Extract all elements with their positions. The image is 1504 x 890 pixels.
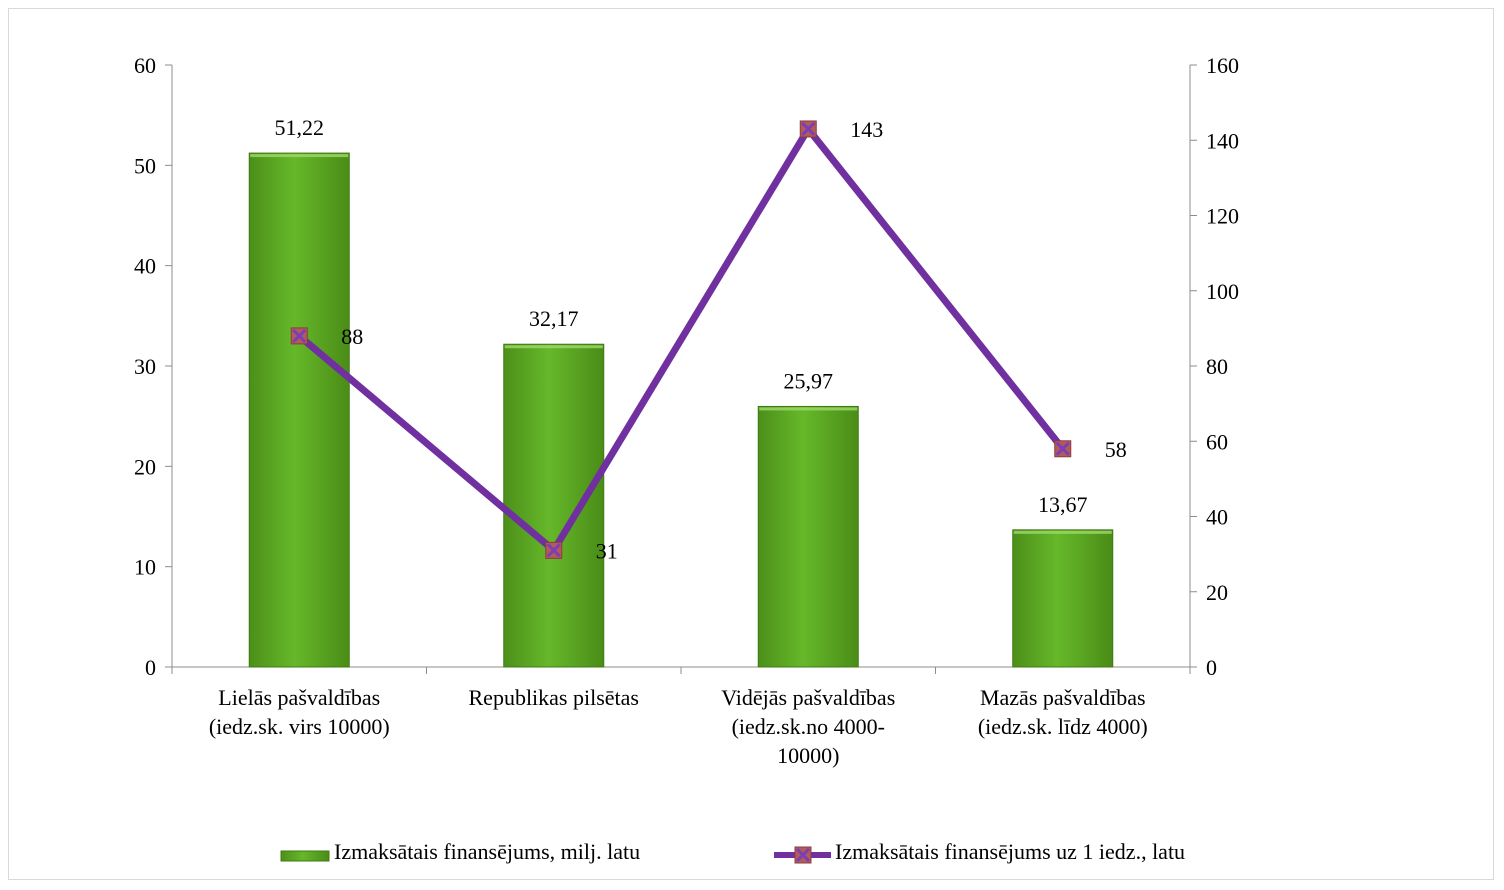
marker-cross [1055,441,1070,456]
y-left-tick-label: 0 [145,655,156,680]
legend-label-line: Izmaksātais finansējums uz 1 iedz., latu [835,839,1185,864]
bar [1012,529,1114,668]
legend-swatch-cross [795,847,811,863]
x-category-label: Lielās pašvaldības (iedz.sk. virs 10000) [209,685,390,739]
marker-cross [292,328,307,343]
y-right-tick-label: 60 [1206,429,1228,454]
y-left-tick-label: 20 [134,454,156,479]
y-left-tick-label: 40 [134,254,156,279]
line-marker [799,120,817,138]
y-right-tick-label: 120 [1206,204,1239,229]
x-category-label: Republikas pilsētas [469,685,639,710]
legend-item-line: Izmaksātais finansējums uz 1 iedz., latu [774,839,1185,864]
bar [248,152,350,668]
line-marker [1054,440,1072,458]
bar-highlight [759,407,858,411]
bar-value-label: 51,22 [275,115,325,140]
line-marker [290,327,308,345]
bar-highlight [1013,530,1112,534]
marker-cross [546,543,561,558]
line-value-label: 58 [1105,437,1127,462]
legend-item-bar: Izmaksātais finansējums, milj. latu [280,839,640,864]
x-category-label: Vidējās pašvaldības (iedz.sk.no 4000-1000… [721,685,895,768]
bar-value-label: 25,97 [784,368,834,393]
line-series [296,125,1066,554]
y-right-tick-label: 100 [1206,279,1239,304]
line-value-label: 31 [596,538,618,563]
legend-label-bar: Izmaksātais finansējums, milj. latu [334,839,640,864]
y-left-tick-label: 30 [134,354,156,379]
y-right-tick-label: 40 [1206,505,1228,530]
x-category-label: Mazās pašvaldības (iedz.sk. līdz 4000) [978,685,1148,739]
bar-value-label: 13,67 [1038,492,1088,517]
chart-frame: 0 10 20 30 40 50 60 0 20 40 60 80 100 120 140 160 Lielās… [8,8,1494,880]
line-value-label: 88 [341,324,363,349]
y-right-tick-label: 0 [1206,655,1217,680]
marker-cross [801,121,816,137]
y-left-tick-label: 10 [134,555,156,580]
bar-highlight [504,345,603,349]
y-right-tick-label: 80 [1206,354,1228,379]
line-value-label: 143 [850,117,883,142]
y-right-tick-label: 140 [1206,128,1239,153]
bar [503,343,605,668]
bar [757,405,859,668]
combo-chart: 0 10 20 30 40 50 60 0 20 40 60 80 100 120 140 160 Lielās… [134,53,1239,864]
line-marker [545,541,563,559]
y-left-tick-label: 50 [134,153,156,178]
legend-swatch-bar [280,850,330,862]
y-left-tick-label: 60 [134,53,156,78]
y-right-tick-label: 20 [1206,580,1228,605]
bar-value-label: 32,17 [529,306,579,331]
bar-highlight [250,154,349,158]
y-right-tick-label: 160 [1206,53,1239,78]
